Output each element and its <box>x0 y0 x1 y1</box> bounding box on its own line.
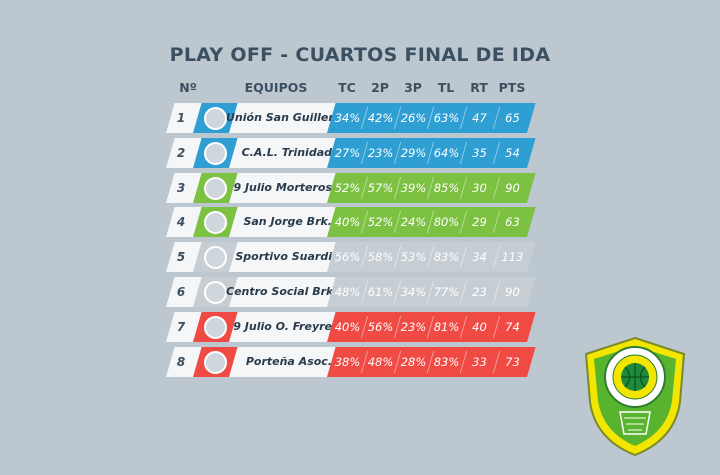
stat-p2: 61% <box>367 285 394 299</box>
table-row: 6 Centro Social Brk. 48% 61% 34% 77% 23 90 <box>166 277 536 307</box>
pos-number: 8 <box>176 354 186 369</box>
stat-tl: 83% <box>433 354 460 369</box>
team-name: 9 Julio Morteros <box>233 180 332 194</box>
stat-pts: 90 <box>505 285 520 299</box>
pos-number: 7 <box>176 319 186 334</box>
stat-rt: 30 <box>472 180 487 195</box>
stat-rt: 23 <box>472 285 487 299</box>
stat-tl: 85% <box>433 180 460 195</box>
pos-number: 1 <box>176 111 186 125</box>
team-logo-placeholder-icon <box>204 281 227 304</box>
pos-number: 2 <box>176 145 186 160</box>
stat-rt: 33 <box>472 354 487 369</box>
team-logo-placeholder-icon <box>204 141 227 165</box>
team-logo-placeholder-icon <box>204 350 227 374</box>
stat-tl: 81% <box>433 319 460 334</box>
page-title: PLAY OFF - CUARTOS FINAL DE IDA <box>169 44 551 66</box>
header-rt: RT <box>470 80 488 95</box>
stat-p3: 39% <box>400 180 427 195</box>
team-name: Porteña Asoc. <box>245 354 332 368</box>
stat-p3: 26% <box>400 111 427 125</box>
team-name: Sportivo Suardi <box>235 250 332 264</box>
pos-number: 4 <box>176 215 186 230</box>
stat-tc: 34% <box>334 111 361 125</box>
header-tc: TC <box>338 80 356 95</box>
stat-pts: 90 <box>505 180 520 195</box>
team-logo-placeholder-icon <box>204 315 227 339</box>
team-name: Centro Social Brk. <box>226 285 338 298</box>
stat-p2: 58% <box>367 250 394 265</box>
team-logo-placeholder-icon <box>204 176 227 200</box>
stat-pts: 74 <box>505 319 520 334</box>
stat-pts: 54 <box>505 145 520 160</box>
pos-number: 3 <box>176 180 186 195</box>
stat-p3: 23% <box>400 319 427 334</box>
table-row: 7 9 Julio O. Freyre 40% 56% 23% 81% 40 74 <box>166 311 536 342</box>
stat-rt: 47 <box>472 111 487 125</box>
stat-tc: 52% <box>334 180 361 195</box>
header-tl: TL <box>437 80 455 95</box>
team-logo-placeholder-icon <box>204 211 227 235</box>
team-logo-placeholder-icon <box>204 107 227 130</box>
stat-rt: 40 <box>472 319 487 334</box>
stat-p2: 48% <box>367 354 394 369</box>
header-team: EQUIPOS <box>244 80 308 95</box>
stat-tc: 27% <box>334 145 361 160</box>
table-row: 5 Sportivo Suardi 56% 58% 53% 83% 34 113 <box>166 242 536 273</box>
table-row: 4 San Jorge Brk. 40% 52% 24% 80% 29 63 <box>166 207 536 238</box>
stat-p2: 42% <box>367 111 394 125</box>
table-row: 8 Porteña Asoc. 38% 48% 28% 83% 33 73 <box>166 346 536 377</box>
header-pos: Nº <box>179 80 197 95</box>
stat-p2: 56% <box>367 319 394 334</box>
stat-tc: 48% <box>334 285 361 299</box>
team-logo-placeholder-icon <box>204 246 227 270</box>
pos-number: 6 <box>176 285 186 299</box>
table-row: 3 9 Julio Morteros 52% 57% 39% 85% 30 90 <box>166 172 536 203</box>
header-3p: 3P <box>404 80 422 95</box>
stat-tc: 40% <box>334 215 361 230</box>
team-name: 9 Julio O. Freyre <box>233 319 332 333</box>
stat-tl: 64% <box>433 145 460 160</box>
stat-p2: 52% <box>367 215 394 230</box>
stat-pts: 63 <box>505 215 520 230</box>
team-name: Unión San Guillermo <box>226 111 353 124</box>
team-name: C.A.L. Trinidad <box>241 145 332 159</box>
header-2p: 2P <box>371 80 389 95</box>
stat-p2: 57% <box>367 180 394 195</box>
stat-tl: 63% <box>433 111 460 125</box>
basketball-shield-icon <box>584 336 686 457</box>
stat-tl: 83% <box>433 250 460 265</box>
stat-p3: 28% <box>400 354 427 369</box>
team-name: San Jorge Brk. <box>243 215 332 229</box>
header-pts: PTS <box>498 80 526 95</box>
stat-rt: 34 <box>472 250 487 265</box>
stat-p3: 29% <box>400 145 427 160</box>
stat-pts: 65 <box>505 111 520 125</box>
stat-p3: 24% <box>400 215 427 230</box>
stat-p3: 34% <box>400 285 427 299</box>
stat-rt: 35 <box>472 145 487 160</box>
pos-number: 5 <box>176 250 186 265</box>
stat-rt: 29 <box>472 215 487 230</box>
stat-tc: 38% <box>334 354 361 369</box>
stat-pts: 113 <box>501 250 524 265</box>
table-row: 1 Unión San Guillermo 34% 42% 26% 63% 47 65 <box>166 103 536 133</box>
stat-p3: 53% <box>400 250 427 265</box>
stat-tc: 40% <box>334 319 361 334</box>
stat-tl: 80% <box>433 215 460 230</box>
stat-tc: 56% <box>334 250 361 265</box>
stat-tl: 77% <box>433 285 460 299</box>
stat-p2: 23% <box>367 145 394 160</box>
stat-pts: 73 <box>505 354 520 369</box>
table-row: 2 C.A.L. Trinidad 27% 23% 29% 64% 35 54 <box>166 137 536 168</box>
